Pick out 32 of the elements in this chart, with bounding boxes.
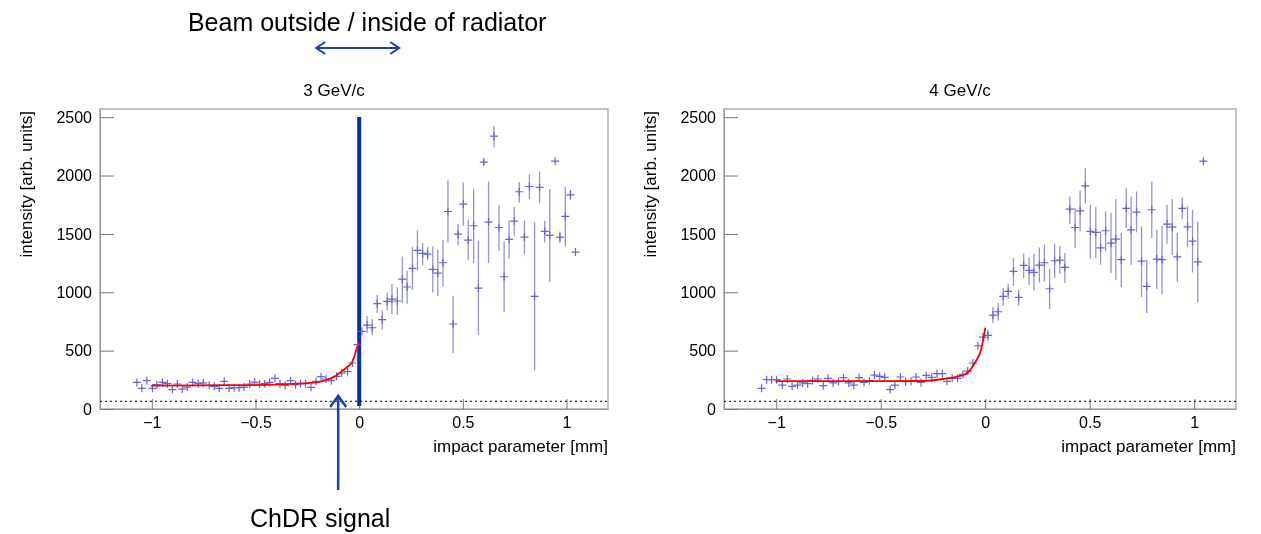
chart-title: 3 GeV/c (303, 81, 366, 100)
y-tick-label: 500 (689, 342, 717, 360)
y-tick-label: 1500 (56, 225, 93, 243)
y-tick-label: 2000 (56, 167, 93, 185)
y-tick-label: 2000 (680, 167, 717, 185)
y-axis-title: intensity [arb. units] (17, 111, 36, 258)
y-tick-label: 0 (83, 400, 93, 418)
x-axis-title: impact parameter [mm] (433, 437, 608, 456)
x-tick-label: 0 (355, 413, 365, 431)
y-tick-label: 2500 (56, 108, 93, 126)
line-series (150, 342, 361, 387)
y-tick-label: 0 (707, 400, 717, 418)
x-tick-label: 1 (562, 413, 572, 431)
line-series (775, 327, 987, 383)
text: Beam outside / inside of radiator (187, 8, 547, 36)
text: ChDR signal (250, 504, 391, 532)
x-tick-label: −0.5 (240, 413, 272, 431)
x-tick-label: −1 (143, 413, 162, 431)
y-tick-label: 1000 (680, 283, 717, 301)
x-tick-label: 0 (981, 413, 991, 431)
y-tick-label: 1000 (56, 283, 93, 301)
y-tick-label: 500 (65, 342, 93, 360)
x-tick-label: 0.5 (452, 413, 475, 431)
y-tick-label: 1500 (680, 225, 717, 243)
chart-title: 4 GeV/c (929, 81, 992, 100)
x-tick-label: −0.5 (865, 413, 898, 431)
x-tick-label: −1 (767, 413, 786, 431)
x-tick-label: 0.5 (1079, 413, 1102, 431)
x-axis-title: impact parameter [mm] (1061, 437, 1236, 456)
y-tick-label: 2500 (680, 108, 717, 126)
x-tick-label: 1 (1190, 413, 1200, 431)
y-axis-title: intensity [arb. units] (641, 111, 660, 258)
